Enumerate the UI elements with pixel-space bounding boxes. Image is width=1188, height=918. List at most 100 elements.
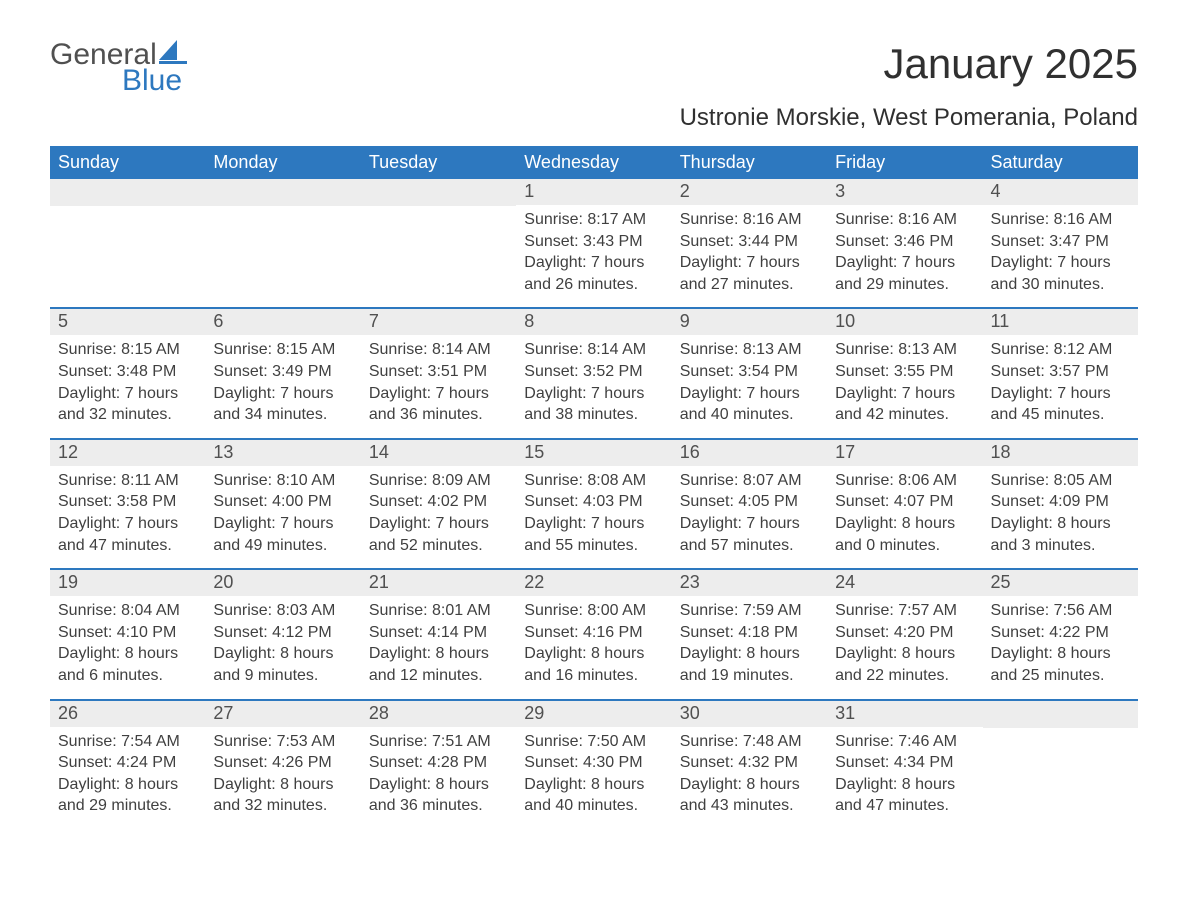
day-number: 30	[672, 701, 827, 727]
day-number: 24	[827, 570, 982, 596]
sunset-text: Sunset: 4:10 PM	[58, 622, 197, 644]
day-cell: 4Sunrise: 8:16 AMSunset: 3:47 PMDaylight…	[983, 179, 1138, 307]
brand-word-2: Blue	[122, 66, 182, 96]
day-details: Sunrise: 7:50 AMSunset: 4:30 PMDaylight:…	[516, 727, 671, 829]
daylight-line-1: Daylight: 8 hours	[680, 643, 819, 665]
sunrise-text: Sunrise: 8:05 AM	[991, 470, 1130, 492]
day-details: Sunrise: 8:00 AMSunset: 4:16 PMDaylight:…	[516, 596, 671, 698]
daylight-line-1: Daylight: 8 hours	[524, 774, 663, 796]
daylight-line-2: and 47 minutes.	[835, 795, 974, 817]
day-number: 20	[205, 570, 360, 596]
sunrise-text: Sunrise: 8:00 AM	[524, 600, 663, 622]
sunset-text: Sunset: 3:58 PM	[58, 491, 197, 513]
day-cell: 9Sunrise: 8:13 AMSunset: 3:54 PMDaylight…	[672, 309, 827, 437]
day-cell	[205, 179, 360, 307]
sunrise-text: Sunrise: 8:09 AM	[369, 470, 508, 492]
sunrise-text: Sunrise: 8:11 AM	[58, 470, 197, 492]
daylight-line-2: and 36 minutes.	[369, 404, 508, 426]
daylight-line-1: Daylight: 8 hours	[213, 774, 352, 796]
day-details: Sunrise: 8:08 AMSunset: 4:03 PMDaylight:…	[516, 466, 671, 568]
empty-day	[205, 179, 360, 206]
daylight-line-1: Daylight: 8 hours	[524, 643, 663, 665]
day-number: 9	[672, 309, 827, 335]
daylight-line-1: Daylight: 8 hours	[991, 643, 1130, 665]
day-number: 31	[827, 701, 982, 727]
sunrise-text: Sunrise: 8:13 AM	[680, 339, 819, 361]
day-details: Sunrise: 8:11 AMSunset: 3:58 PMDaylight:…	[50, 466, 205, 568]
day-details: Sunrise: 8:10 AMSunset: 4:00 PMDaylight:…	[205, 466, 360, 568]
daylight-line-2: and 34 minutes.	[213, 404, 352, 426]
day-number: 7	[361, 309, 516, 335]
day-number: 12	[50, 440, 205, 466]
sunset-text: Sunset: 4:32 PM	[680, 752, 819, 774]
daylight-line-2: and 3 minutes.	[991, 535, 1130, 557]
day-cell: 30 Sunrise: 7:48 AMSunset: 4:32 PMDayligh…	[672, 701, 827, 829]
sunrise-text: Sunrise: 7:51 AM	[369, 731, 508, 753]
daylight-line-1: Daylight: 7 hours	[835, 252, 974, 274]
daylight-line-1: Daylight: 7 hours	[991, 252, 1130, 274]
daylight-line-1: Daylight: 8 hours	[680, 774, 819, 796]
day-number: 27	[205, 701, 360, 727]
day-number: 18	[983, 440, 1138, 466]
day-cell: 19Sunrise: 8:04 AMSunset: 4:10 PMDayligh…	[50, 570, 205, 698]
sunset-text: Sunset: 3:57 PM	[991, 361, 1130, 383]
sunrise-text: Sunrise: 8:12 AM	[991, 339, 1130, 361]
day-details: Sunrise: 8:17 AMSunset: 3:43 PMDaylight:…	[516, 205, 671, 307]
sunset-text: Sunset: 4:22 PM	[991, 622, 1130, 644]
page-header: General Blue January 2025	[50, 40, 1138, 96]
day-number: 3	[827, 179, 982, 205]
day-details: Sunrise: 8:03 AMSunset: 4:12 PMDaylight:…	[205, 596, 360, 698]
day-details: Sunrise: 8:13 AMSunset: 3:54 PMDaylight:…	[672, 335, 827, 437]
day-details: Sunrise: 7:56 AMSunset: 4:22 PMDaylight:…	[983, 596, 1138, 698]
day-cell: 8Sunrise: 8:14 AMSunset: 3:52 PMDaylight…	[516, 309, 671, 437]
sunset-text: Sunset: 3:46 PM	[835, 231, 974, 253]
sunrise-text: Sunrise: 8:16 AM	[680, 209, 819, 231]
daylight-line-1: Daylight: 7 hours	[369, 513, 508, 535]
day-details: Sunrise: 7:59 AMSunset: 4:18 PMDaylight:…	[672, 596, 827, 698]
sunrise-text: Sunrise: 8:13 AM	[835, 339, 974, 361]
daylight-line-1: Daylight: 8 hours	[835, 513, 974, 535]
sunset-text: Sunset: 4:34 PM	[835, 752, 974, 774]
sunrise-text: Sunrise: 8:01 AM	[369, 600, 508, 622]
daylight-line-2: and 42 minutes.	[835, 404, 974, 426]
sunrise-text: Sunrise: 8:15 AM	[213, 339, 352, 361]
sunrise-text: Sunrise: 7:48 AM	[680, 731, 819, 753]
daylight-line-2: and 36 minutes.	[369, 795, 508, 817]
week-row: 1Sunrise: 8:17 AMSunset: 3:43 PMDaylight…	[50, 179, 1138, 307]
location-subtitle: Ustronie Morskie, West Pomerania, Poland	[50, 104, 1138, 132]
day-number: 13	[205, 440, 360, 466]
sunset-text: Sunset: 4:16 PM	[524, 622, 663, 644]
day-number: 19	[50, 570, 205, 596]
empty-day	[983, 701, 1138, 728]
weekday-header: Thursday	[672, 146, 827, 179]
empty-day	[361, 179, 516, 206]
day-cell: 21Sunrise: 8:01 AMSunset: 4:14 PMDayligh…	[361, 570, 516, 698]
daylight-line-1: Daylight: 8 hours	[991, 513, 1130, 535]
day-details: Sunrise: 8:04 AMSunset: 4:10 PMDaylight:…	[50, 596, 205, 698]
daylight-line-1: Daylight: 8 hours	[58, 774, 197, 796]
day-details: Sunrise: 7:53 AMSunset: 4:26 PMDaylight:…	[205, 727, 360, 829]
day-cell: 12Sunrise: 8:11 AMSunset: 3:58 PMDayligh…	[50, 440, 205, 568]
day-details: Sunrise: 8:15 AMSunset: 3:48 PMDaylight:…	[50, 335, 205, 437]
day-cell: 25Sunrise: 7:56 AMSunset: 4:22 PMDayligh…	[983, 570, 1138, 698]
day-details: Sunrise: 8:05 AMSunset: 4:09 PMDaylight:…	[983, 466, 1138, 568]
weekday-header: Sunday	[50, 146, 205, 179]
sunrise-text: Sunrise: 8:16 AM	[991, 209, 1130, 231]
week-row: 5Sunrise: 8:15 AMSunset: 3:48 PMDaylight…	[50, 307, 1138, 437]
daylight-line-2: and 6 minutes.	[58, 665, 197, 687]
sunset-text: Sunset: 3:49 PM	[213, 361, 352, 383]
day-cell: 7Sunrise: 8:14 AMSunset: 3:51 PMDaylight…	[361, 309, 516, 437]
daylight-line-1: Daylight: 7 hours	[680, 513, 819, 535]
day-number: 15	[516, 440, 671, 466]
sunset-text: Sunset: 4:00 PM	[213, 491, 352, 513]
sunset-text: Sunset: 4:18 PM	[680, 622, 819, 644]
sunrise-text: Sunrise: 7:50 AM	[524, 731, 663, 753]
calendar: SundayMondayTuesdayWednesdayThursdayFrid…	[50, 146, 1138, 829]
sunset-text: Sunset: 3:47 PM	[991, 231, 1130, 253]
day-number: 5	[50, 309, 205, 335]
day-cell	[361, 179, 516, 307]
day-cell: 5Sunrise: 8:15 AMSunset: 3:48 PMDaylight…	[50, 309, 205, 437]
brand-logo: General Blue	[50, 40, 187, 96]
sunset-text: Sunset: 3:52 PM	[524, 361, 663, 383]
day-cell: 2Sunrise: 8:16 AMSunset: 3:44 PMDaylight…	[672, 179, 827, 307]
